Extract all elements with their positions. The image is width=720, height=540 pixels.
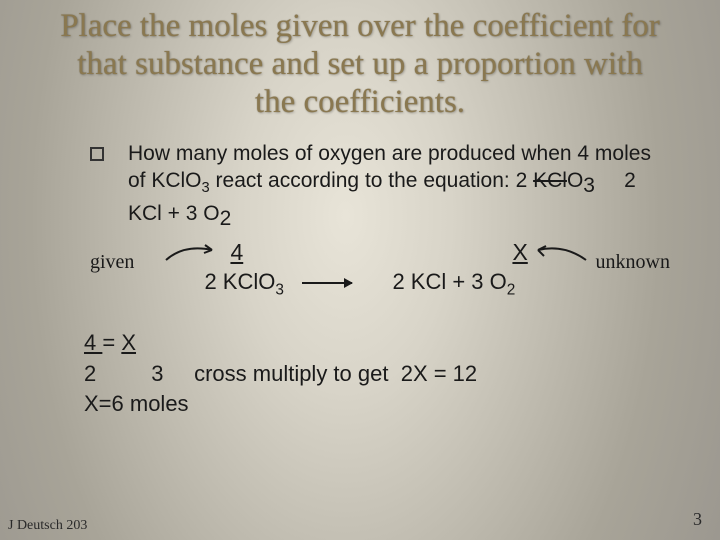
eq-left-o: O [567,169,583,192]
arrow-icon [302,282,352,284]
sol-line1: 4 = X [84,329,670,358]
sol-line3: X=6 moles [84,390,670,419]
sol1-eq: = [102,330,121,355]
bottom-left: 2 KClO3 [204,268,358,300]
footer-author: J Deutsch 203 [8,518,87,534]
sol1-4: 4 [84,330,102,355]
proportion-stack: 4 X 2 KClO3 2 KCl + 3 O2 [134,238,595,268]
unknown-label: unknown [596,249,670,275]
bullet-item: How many moles of oxygen are produced wh… [90,140,670,232]
bullet-icon [90,147,104,161]
sol2-a: 2 [84,361,96,386]
bl-sub: 3 [275,281,284,298]
sol2-gap [96,361,151,386]
sol2-text: cross multiply to get 2X = 12 [164,361,478,386]
page-number: 3 [693,509,702,530]
sol1-x: X [121,330,136,355]
proportion-row: given 4 X 2 KClO3 2 KCl + 3 O2 unknown [90,238,670,275]
bl-a: 2 KClO [204,269,275,294]
eq-subb: 2 [220,207,232,230]
eq-suba: 3 [583,174,595,197]
br-sub: 2 [507,281,516,298]
slide-content: How many moles of oxygen are produced wh… [0,140,720,419]
solution-block: 4 = X 2 3 cross multiply to get 2X = 12 … [84,329,670,419]
question-text: How many moles of oxygen are produced wh… [128,140,670,232]
proportion-bottom: 2 KClO3 2 KCl + 3 O2 [134,238,595,268]
eq-gap [595,169,624,192]
q-sub1: 3 [202,180,210,196]
sol-line2: 2 3 cross multiply to get 2X = 12 [84,360,670,389]
br-a: 2 KCl + 3 O [392,269,506,294]
bottom-right: 2 KCl + 3 O2 [392,268,515,300]
slide-title: Place the moles given over the coefficie… [0,0,720,140]
sol2-b: 3 [151,361,163,386]
eq-left-kcl: KCl [533,169,567,192]
eq-left-2: 2 [516,169,534,192]
given-label: given [90,249,134,275]
q-part2: react according to the equation: [210,169,516,192]
